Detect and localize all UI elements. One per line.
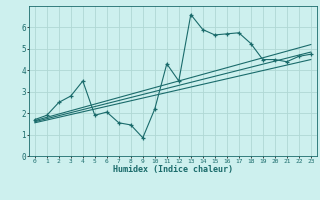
- X-axis label: Humidex (Indice chaleur): Humidex (Indice chaleur): [113, 165, 233, 174]
